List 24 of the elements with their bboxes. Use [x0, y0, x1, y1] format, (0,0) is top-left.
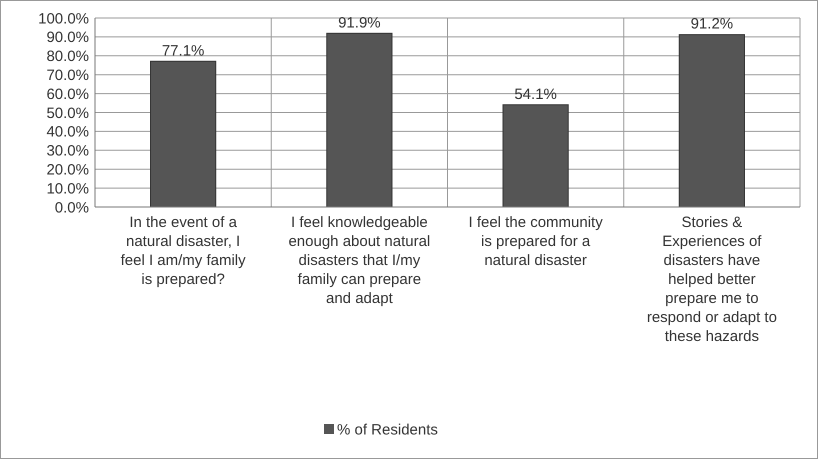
- y-tick-label: 20.0%: [46, 161, 89, 178]
- y-tick-label: 100.0%: [38, 10, 89, 28]
- legend-label: % of Residents: [337, 421, 438, 438]
- text: 77.1%: [162, 42, 204, 60]
- y-tick-label: 40.0%: [46, 124, 89, 141]
- y-tick-label: 90.0%: [46, 29, 89, 46]
- y-tick-label: 30.0%: [46, 142, 89, 160]
- y-tick-label: 0.0%: [54, 199, 89, 216]
- y-tick-label: 10.0%: [46, 180, 89, 198]
- y-tick-label: 50.0%: [46, 104, 89, 122]
- text: 91.2%: [690, 16, 734, 33]
- y-tick-label: 70.0%: [46, 66, 89, 84]
- bar: [150, 60, 216, 208]
- x-tick-label: Stories & Experiences of disasters have helped better prepare me to respond or adapt to these hazards: [646, 214, 777, 345]
- bar: [326, 32, 392, 208]
- x-tick-label: I feel knowledgeable enough about natural disasters that I/my family can prepare and adapt: [288, 214, 430, 307]
- bar: [502, 104, 569, 208]
- text: 54.1%: [514, 86, 557, 103]
- bar: [678, 34, 745, 208]
- x-tick-label: In the event of a natural disaster, I feel I am/my family is prepared?: [120, 214, 246, 288]
- text: 91.9%: [338, 14, 381, 32]
- x-tick-label: I feel the community is prepared for a natural disaster: [468, 214, 604, 269]
- y-tick-label: 80.0%: [46, 48, 89, 66]
- y-tick-label: 60.0%: [46, 86, 89, 103]
